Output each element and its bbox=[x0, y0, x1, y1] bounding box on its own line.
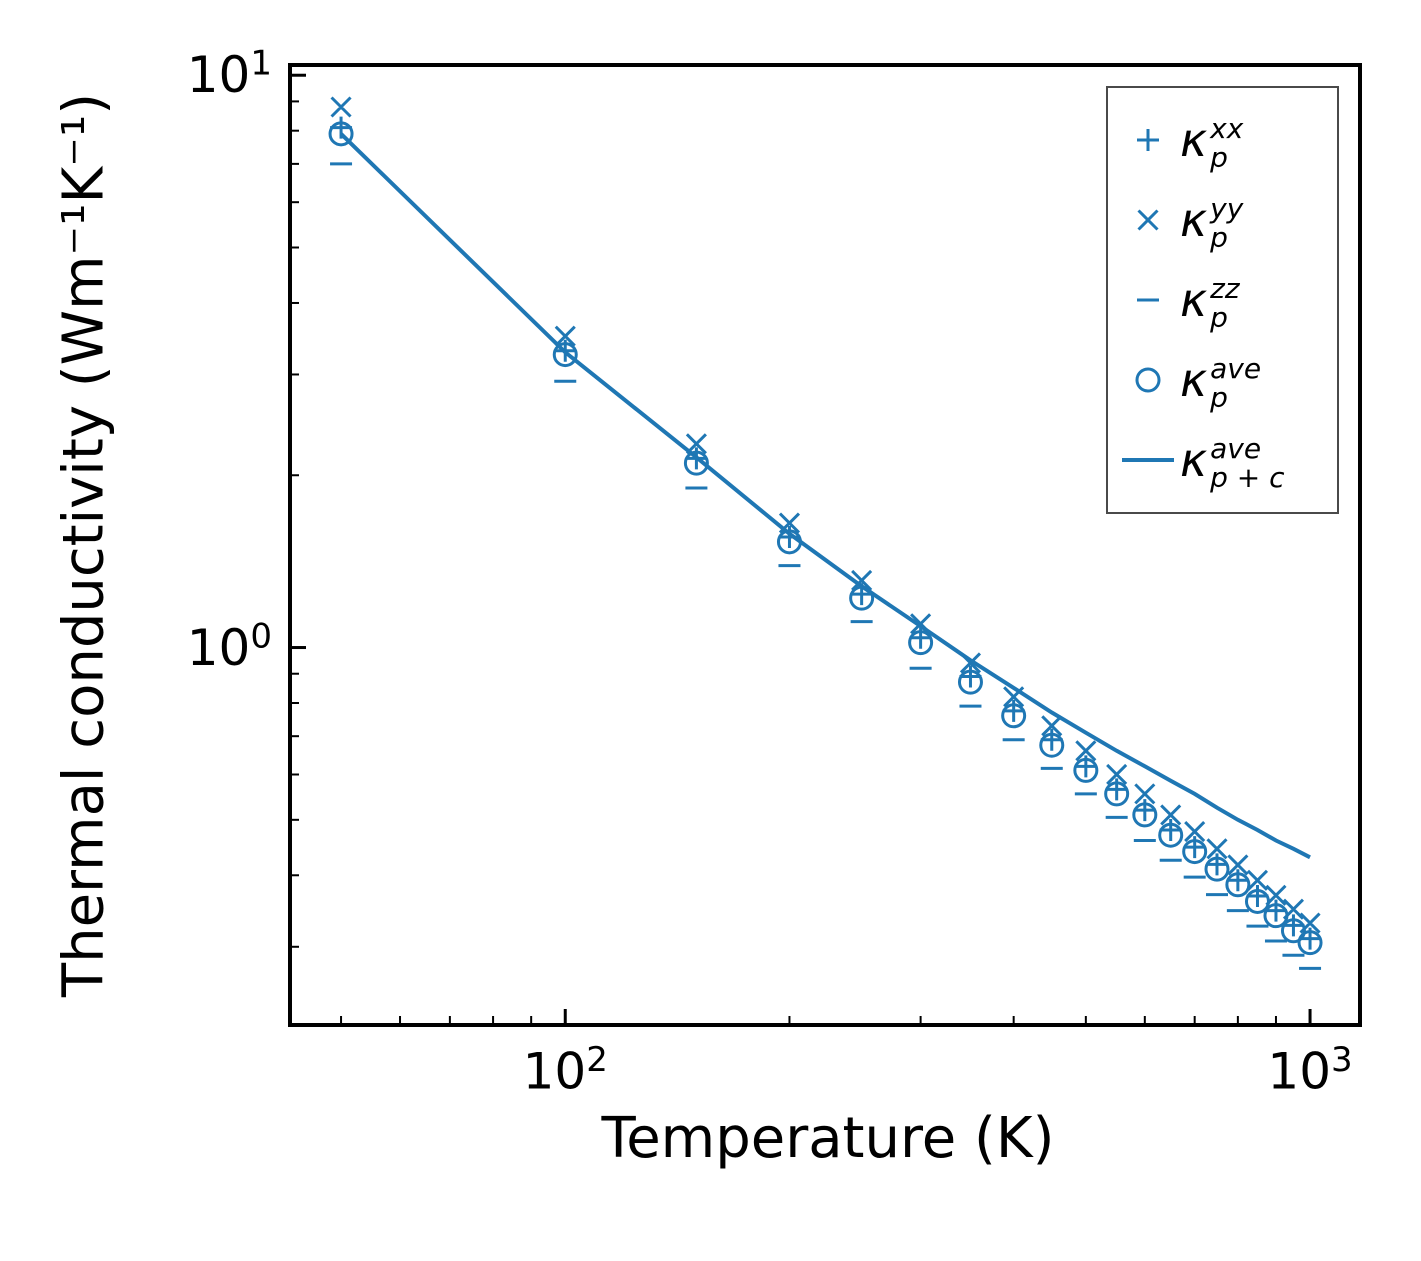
legend-entry: κ ave p + c bbox=[1116, 420, 1331, 500]
legend: κ xx p κ yy p κ zz p κ ave p κ ave p + c bbox=[1106, 86, 1339, 514]
legend-entry: κ xx p bbox=[1116, 100, 1331, 180]
legend-label: κ yy p bbox=[1180, 191, 1244, 254]
x-tick-label: 103 bbox=[1267, 1040, 1353, 1101]
series-kappa-p-xx bbox=[330, 116, 1322, 950]
legend-label: κ ave p + c bbox=[1180, 431, 1285, 494]
legend-label: κ xx p bbox=[1180, 111, 1244, 174]
legend-entry: κ ave p bbox=[1116, 340, 1331, 420]
legend-marker-x-icon bbox=[1116, 196, 1180, 244]
x-axis-label: Temperature (K) bbox=[601, 1106, 1055, 1171]
legend-label: κ zz p bbox=[1180, 271, 1240, 334]
legend-marker-plus-icon bbox=[1116, 116, 1180, 164]
legend-marker-line-icon bbox=[1116, 436, 1180, 484]
plot-frame bbox=[288, 63, 1362, 1027]
y-axis-label: Thermal conductivity (Wm⁻¹K⁻¹) bbox=[51, 92, 117, 998]
series-kappa-p-ave bbox=[328, 121, 1323, 956]
legend-entry: κ zz p bbox=[1116, 260, 1331, 340]
axis-ticks bbox=[290, 73, 1312, 1025]
series-kappa-p-zz bbox=[330, 162, 1322, 970]
y-tick-label: 100 bbox=[186, 615, 272, 677]
y-tick-label: 101 bbox=[186, 43, 272, 105]
legend-entry: κ yy p bbox=[1116, 180, 1331, 260]
x-tick-label: 102 bbox=[522, 1040, 608, 1101]
legend-marker-circle-icon bbox=[1116, 356, 1180, 404]
series-kappa-p-yy bbox=[330, 96, 1321, 934]
legend-label: κ ave p bbox=[1180, 351, 1262, 414]
legend-marker-hline-icon bbox=[1116, 276, 1180, 324]
